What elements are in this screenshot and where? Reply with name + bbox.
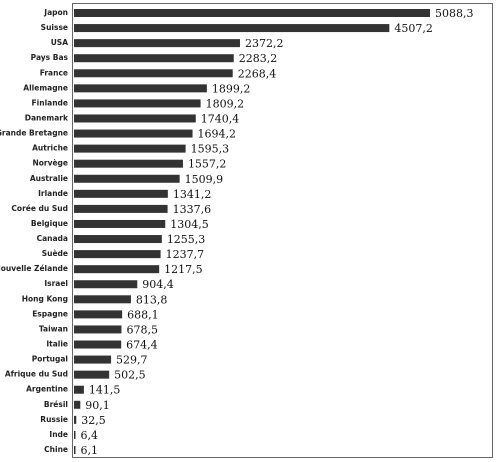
category-label: Japon [43,8,68,17]
value-label: 1509,9 [185,173,224,186]
value-label: 1595,3 [191,143,230,156]
bar [74,310,123,319]
category-label: Italie [46,340,68,349]
category-label: Suisse [41,23,68,32]
category-label: Afrique du Sud [5,370,68,379]
category-label: Canada [37,234,68,243]
bar [74,159,183,168]
category-label: Russie [40,415,68,424]
value-label: 2372,2 [245,37,283,50]
value-label: 688,1 [127,308,158,321]
value-label: 1341,2 [173,188,212,201]
bar [74,280,138,289]
value-label: 813,8 [136,293,168,306]
bar [74,400,81,409]
category-label: Inde [49,430,68,439]
category-label: Espagne [32,309,68,318]
category-label: Argentine [26,385,68,394]
category-label: Norvège [32,159,68,168]
category-label: Chine [44,445,68,454]
bar [74,39,240,48]
value-label: 5088,3 [435,7,474,20]
category-label: France [40,68,68,77]
bar [74,84,207,93]
bar [74,415,77,424]
bar [74,250,161,259]
category-label: Portugal [32,355,68,364]
bar [74,204,168,213]
bar [74,355,112,364]
category-label: Australie [30,174,68,183]
value-label: 1237,7 [166,248,205,261]
bar [74,325,122,334]
bar [74,235,162,244]
bar [74,99,201,108]
category-label: Brésil [44,400,68,409]
bar [74,54,234,63]
category-label: USA [51,38,68,47]
plot-frame [72,3,493,458]
value-label: 904,4 [142,278,174,291]
category-label: Grande Bretagne [0,129,68,138]
bar [74,430,76,439]
category-label: Israel [44,279,68,288]
value-label: 1217,5 [164,263,203,276]
value-label: 141,5 [89,384,121,397]
bar [74,219,166,228]
category-label: Irlande [38,189,68,198]
bar [74,189,168,198]
value-label: 1255,3 [167,233,206,246]
value-label: 32,5 [81,414,106,427]
value-label: 1337,6 [173,203,212,216]
value-label: 1809,2 [206,97,245,110]
bar [74,446,76,454]
bar [74,370,110,379]
bar [74,144,186,153]
category-label: Danemark [25,113,69,122]
bar [74,9,430,17]
category-label: Suède [42,249,68,258]
bar [74,114,196,123]
value-label: 4507,2 [394,22,433,35]
value-label: 2268,4 [238,67,277,80]
bar [74,129,193,138]
value-label: 1740,4 [201,112,240,125]
value-label: 90,1 [85,399,110,412]
value-label: 529,7 [116,354,147,367]
value-label: 1304,5 [170,218,209,231]
category-label: Corée du Sud [11,204,68,213]
category-label: Belgique [31,219,68,228]
bar [74,265,160,274]
bar [74,340,122,349]
bar [74,295,131,304]
category-label: Finlande [32,98,68,107]
value-label: 6,1 [81,444,99,457]
value-label: 1694,2 [198,128,237,141]
bar [74,24,390,33]
bar [74,69,233,78]
category-label: Taiwan [39,324,68,333]
value-label: 678,5 [126,323,157,336]
value-label: 2283,2 [239,52,278,65]
value-label: 6,4 [81,429,99,442]
bar [74,385,84,394]
category-label: Hong Kong [22,294,68,303]
category-label: Pays Bas [31,53,69,62]
value-label: 1899,2 [212,82,251,95]
value-label: 674,4 [126,339,158,352]
value-label: 1557,2 [188,158,227,171]
value-label: 502,5 [114,369,146,382]
category-label: Autriche [32,144,68,153]
category-label: Nouvelle Zélande [0,264,68,273]
category-label: Allemagne [23,83,68,92]
bar [74,174,180,183]
